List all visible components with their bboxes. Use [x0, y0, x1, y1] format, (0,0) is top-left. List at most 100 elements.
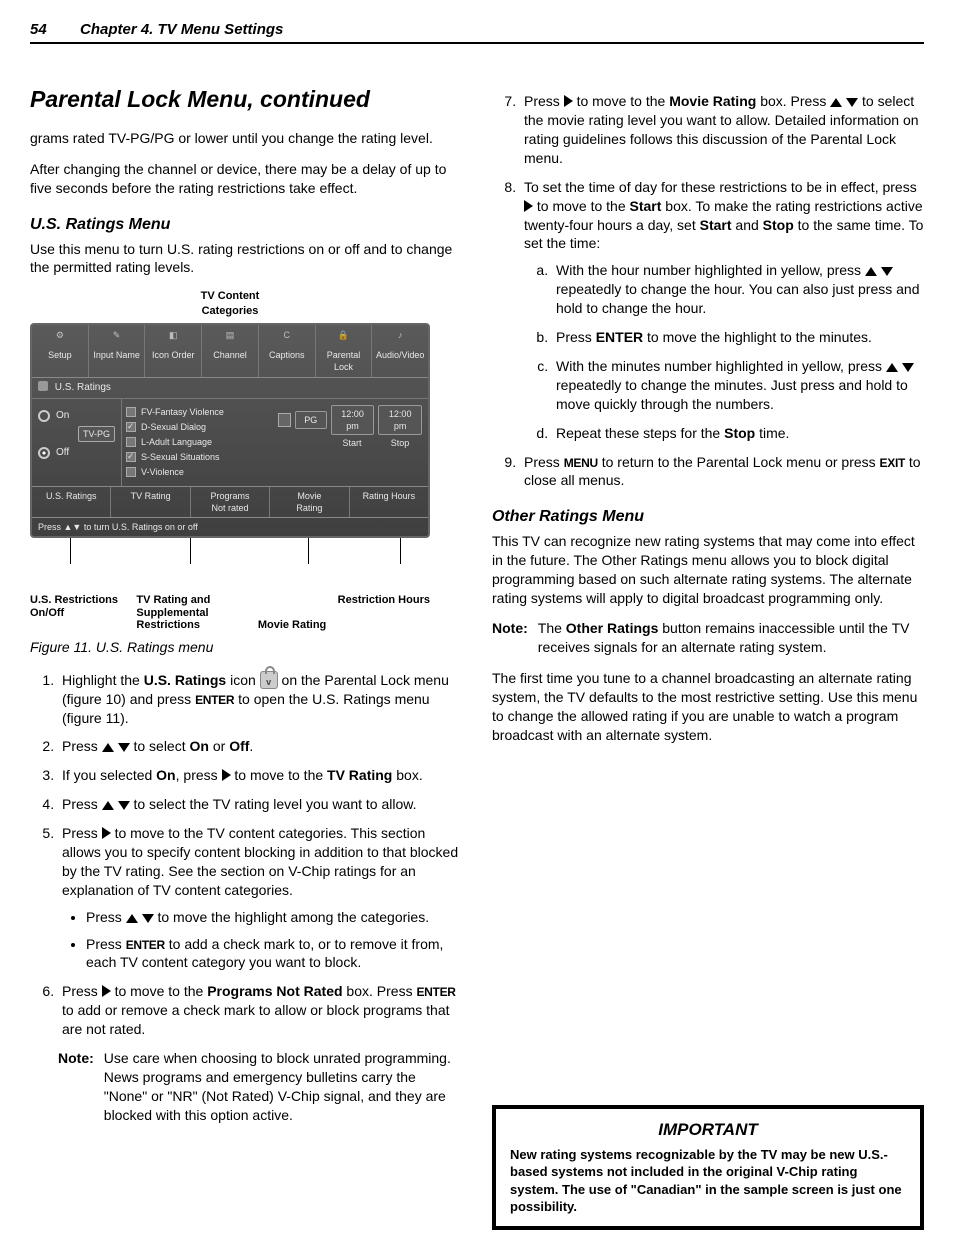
right-arrow-icon: [524, 200, 533, 212]
step-8d: Repeat these steps for the Stop time.: [552, 424, 924, 443]
callout-movie: Movie Rating: [258, 619, 326, 632]
down-arrow-icon: [846, 98, 858, 107]
down-arrow-icon: [902, 363, 914, 372]
callout-hours: Restriction Hours: [338, 594, 430, 632]
right-arrow-icon: [222, 769, 231, 781]
blabel-tv-rating: TV Rating: [111, 487, 190, 517]
down-arrow-icon: [118, 801, 130, 810]
tab-parental-lock[interactable]: 🔒Parental Lock: [316, 325, 373, 377]
start-label: Start: [330, 437, 374, 449]
step-9: Press MENU to return to the Parental Loc…: [520, 453, 924, 491]
radio-off[interactable]: Off: [38, 446, 115, 460]
right-arrow-icon: [102, 827, 111, 839]
blabel-hours: Rating Hours: [350, 487, 428, 517]
tv-menu-figure: TV Content Categories ⚙Setup ✎Input Name…: [30, 289, 430, 632]
step-3: If you selected On, press to move to the…: [58, 766, 462, 785]
tv-menu-box: ⚙Setup ✎Input Name ◧Icon Order ▤Channel …: [30, 323, 430, 538]
tab-channel[interactable]: ▤Channel: [202, 325, 259, 377]
cat-fv[interactable]: FV-Fantasy Violence: [126, 406, 266, 418]
bottom-label-row: U.S. Ratings TV Rating Programs Not rate…: [32, 486, 428, 517]
procedure-list-right: Press to move to the Movie Rating box. P…: [492, 92, 924, 490]
menu-hint: Press ▲▼ to turn U.S. Ratings on or off: [32, 517, 428, 536]
up-arrow-icon: [126, 914, 138, 923]
content-category-list: FV-Fantasy Violence D-Sexual Dialog L-Ad…: [122, 399, 272, 486]
enter-key-label: ENTER: [416, 985, 455, 999]
para-continuation: grams rated TV-PG/PG or lower until you …: [30, 129, 462, 148]
right-arrow-icon: [102, 985, 111, 997]
page-header: 54 Chapter 4. TV Menu Settings: [30, 20, 924, 44]
callout-tvrating: TV Rating and Supplemental Restrictions: [136, 594, 246, 632]
enter-key-label: ENTER: [195, 693, 234, 707]
other-ratings-heading: Other Ratings Menu: [492, 506, 924, 528]
up-arrow-icon: [865, 267, 877, 276]
exit-key-label: EXIT: [880, 456, 905, 470]
down-arrow-icon: [142, 914, 154, 923]
step-5b: Press ENTER to add a check mark to, or t…: [86, 935, 462, 973]
step-6: Press to move to the Programs Not Rated …: [58, 982, 462, 1039]
tab-captions[interactable]: CCaptions: [259, 325, 316, 377]
important-callout: IMPORTANT New rating systems recognizabl…: [492, 1105, 924, 1230]
start-time-cell[interactable]: 12:00 pm: [331, 405, 375, 435]
chapter-title: Chapter 4. TV Menu Settings: [80, 20, 283, 40]
step-5: Press to move to the TV content categori…: [58, 824, 462, 972]
cat-s[interactable]: S-Sexual Situations: [126, 451, 266, 463]
step-7: Press to move to the Movie Rating box. P…: [520, 92, 924, 168]
left-column: Parental Lock Menu, continued grams rate…: [30, 84, 462, 1230]
other-ratings-p1: This TV can recognize new rating systems…: [492, 532, 924, 608]
step-8b: Press ENTER to move the highlight to the…: [552, 328, 924, 347]
down-arrow-icon: [118, 743, 130, 752]
radio-on[interactable]: On: [38, 409, 115, 423]
submenu-header: U.S. Ratings: [32, 378, 428, 399]
cat-v[interactable]: V-Violence: [126, 466, 266, 478]
figure-callouts: U.S. Restrictions On/Off TV Rating and S…: [30, 594, 430, 632]
step-8c: With the minutes number highlighted in y…: [552, 357, 924, 414]
step-2: Press to select On or Off.: [58, 737, 462, 756]
menu-key-label: MENU: [564, 456, 598, 470]
movie-rating-cell[interactable]: PG: [295, 411, 327, 429]
other-ratings-p2: The first time you tune to a channel bro…: [492, 669, 924, 745]
right-arrow-icon: [564, 95, 573, 107]
important-body: New rating systems recognizable by the T…: [510, 1146, 906, 1216]
figure-caption: Figure 11. U.S. Ratings menu: [30, 638, 462, 657]
us-ratings-intro: Use this menu to turn U.S. rating restri…: [30, 240, 462, 278]
step-8a: With the hour number highlighted in yell…: [552, 261, 924, 318]
menu-tab-row: ⚙Setup ✎Input Name ◧Icon Order ▤Channel …: [32, 325, 428, 378]
figure-overhead-label: TV Content Categories: [30, 289, 430, 319]
lock-icon: [260, 671, 278, 689]
tab-icon-order[interactable]: ◧Icon Order: [145, 325, 202, 377]
tab-input-name[interactable]: ✎Input Name: [89, 325, 146, 377]
blabel-movie: Movie Rating: [270, 487, 349, 517]
lock-icon: [38, 381, 48, 391]
page-number: 54: [30, 20, 80, 40]
up-arrow-icon: [886, 363, 898, 372]
para-delay: After changing the channel or device, th…: [30, 160, 462, 198]
stop-time-cell[interactable]: 12:00 pm: [378, 405, 422, 435]
programs-not-rated-box[interactable]: [278, 413, 291, 427]
tab-setup[interactable]: ⚙Setup: [32, 325, 89, 377]
cat-d[interactable]: D-Sexual Dialog: [126, 421, 266, 433]
callout-restrictions: U.S. Restrictions On/Off: [30, 594, 125, 632]
enter-key-label: ENTER: [126, 938, 165, 952]
note-block: Note: Use care when choosing to block un…: [30, 1049, 462, 1125]
note-block-other: Note: The Other Ratings button remains i…: [492, 619, 924, 657]
section-title: Parental Lock Menu, continued: [30, 84, 462, 115]
tab-audio-video[interactable]: ♪Audio/Video: [372, 325, 428, 377]
up-arrow-icon: [102, 801, 114, 810]
note-label: Note:: [58, 1049, 94, 1125]
note-text: The Other Ratings button remains inacces…: [538, 619, 924, 657]
us-ratings-heading: U.S. Ratings Menu: [30, 214, 462, 236]
up-arrow-icon: [102, 743, 114, 752]
step-5a: Press to move the highlight among the ca…: [86, 908, 462, 927]
cat-l[interactable]: L-Adult Language: [126, 436, 266, 448]
step-8: To set the time of day for these restric…: [520, 178, 924, 443]
up-arrow-icon: [830, 98, 842, 107]
important-title: IMPORTANT: [510, 1119, 906, 1142]
right-column: Press to move to the Movie Rating box. P…: [492, 84, 924, 1230]
note-text: Use care when choosing to block unrated …: [104, 1049, 462, 1125]
down-arrow-icon: [881, 267, 893, 276]
step-1: Highlight the U.S. Ratings icon on the P…: [58, 671, 462, 728]
note-label: Note:: [492, 619, 528, 657]
blabel-pnr: Programs Not rated: [191, 487, 270, 517]
stop-label: Stop: [378, 437, 422, 449]
procedure-list-left: Highlight the U.S. Ratings icon on the P…: [30, 671, 462, 1039]
